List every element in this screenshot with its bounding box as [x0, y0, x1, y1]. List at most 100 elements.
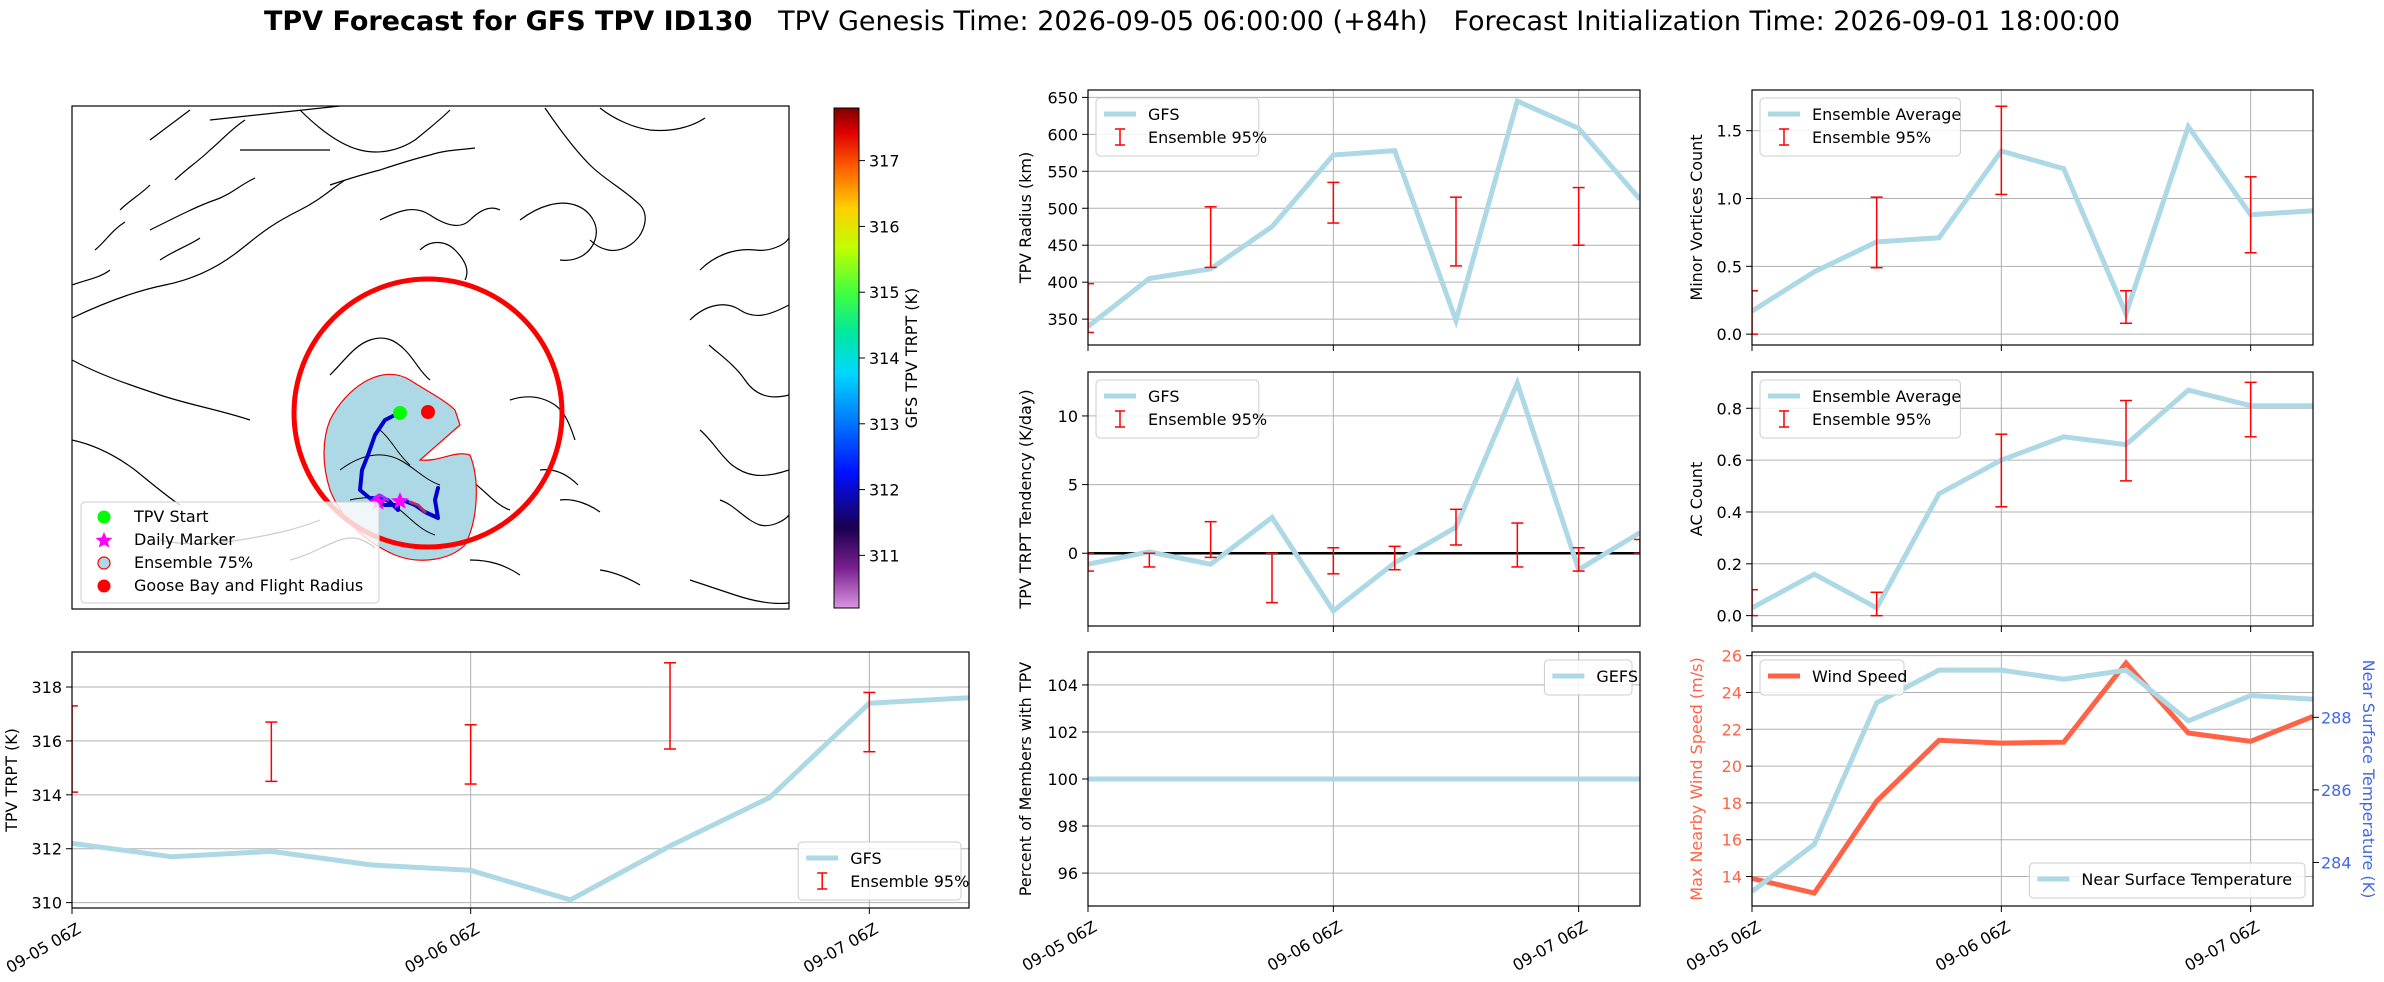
ensemble-errorbar	[1388, 545, 1401, 571]
flight-radius-circle	[291, 276, 565, 550]
colorbar-tick-label: 312	[869, 481, 900, 500]
title-init: Forecast Initialization Time: 2026-09-01…	[1453, 6, 2121, 37]
y-tick-label: 0.0	[1717, 325, 1742, 344]
legend-label: Ensemble 95%	[850, 872, 969, 891]
y-tick-label: 0.5	[1717, 257, 1742, 276]
plot-area	[1752, 381, 2313, 617]
y-tick-label: 550	[1047, 162, 1078, 181]
legend-box	[797, 841, 962, 901]
legend-label: Ensemble 95%	[1148, 128, 1267, 147]
ensemble-errorbar	[1204, 520, 1217, 559]
y-tick-label: 600	[1047, 125, 1078, 144]
legend-label: GFS	[850, 849, 881, 868]
y-tick-label: 312	[31, 840, 62, 859]
ensemble-errorbar	[2120, 289, 2132, 325]
y-axis-label: Max Nearby Wind Speed (m/s)	[1687, 657, 1706, 900]
ensemble-errorbar	[1204, 206, 1217, 269]
ensemble-errorbar	[464, 724, 477, 785]
ensemble-errorbar	[2120, 399, 2132, 482]
ensemble-errorbar	[1870, 196, 1883, 269]
series-line-wind-speed	[1752, 659, 2313, 896]
y-tick-label: 318	[31, 678, 62, 697]
legend: GFS Ensemble 95%	[1095, 97, 1267, 157]
plot-area	[1752, 659, 2313, 896]
legend-box	[1759, 379, 1961, 439]
ensemble-errorbar	[1266, 552, 1278, 604]
legend-daily-marker-label: Daily Marker	[134, 530, 235, 549]
series-line-ensemble-average	[1752, 121, 2313, 321]
ensemble-errorbar	[1572, 546, 1585, 572]
chart-percent-members: 96 98 100 102 104 Percent of Members with TPV…	[1016, 651, 1641, 975]
y-tick-label: 16	[1722, 831, 1742, 850]
y-tick-label: 0	[1068, 544, 1078, 563]
series-line-gfs	[1088, 97, 1640, 329]
ensemble-errorbar	[1088, 552, 1094, 572]
series-line-ensemble-average	[1752, 387, 2313, 612]
legend-label: GFS	[1148, 387, 1179, 406]
legend-tpv-start-label: TPV Start	[133, 507, 209, 526]
ensemble-errorbar	[1088, 282, 1094, 334]
chart-minor-vortices: 0.0 0.5 1.0 1.5 Minor Vortices Count Ensemble…	[1687, 89, 2314, 351]
legend-box	[1095, 97, 1260, 157]
series-line-gfs	[72, 695, 969, 903]
plot-frame	[71, 651, 970, 909]
ensemble-errorbar	[265, 721, 278, 783]
x-tick-label: 09-07 06Z	[800, 919, 881, 977]
legend: Ensemble Average Ensemble 95%	[1759, 97, 1961, 157]
y-tick-label: 10	[1058, 407, 1078, 426]
y-axis-label: AC Count	[1687, 462, 1706, 536]
series-line-gfs	[1088, 375, 1640, 615]
ensemble-errorbar	[863, 691, 876, 753]
ensemble-errorbar	[1511, 522, 1524, 568]
y-tick-label: 350	[1047, 310, 1078, 329]
colorbar-gradient	[833, 107, 860, 609]
y-tick-label: 400	[1047, 273, 1078, 292]
legend-box	[1543, 659, 1633, 696]
y-tick-label: 0.2	[1717, 555, 1742, 574]
plot-frame	[1087, 371, 1641, 627]
plot-frame	[1751, 89, 2314, 346]
legend-label: GEFS	[1596, 667, 1638, 686]
legend-ensemble-75-icon	[97, 556, 111, 570]
plot-area	[1088, 375, 1640, 615]
ensemble-errorbar	[1143, 552, 1156, 568]
plot-area	[72, 662, 969, 903]
legend-label: Ensemble 95%	[1812, 128, 1931, 147]
legend: Ensemble Average Ensemble 95%	[1759, 379, 1961, 439]
y-tick-label: 314	[31, 786, 62, 805]
plot-frame	[1751, 371, 2314, 627]
legend-goose-bay-icon	[97, 579, 111, 593]
y-tick-label: 316	[31, 732, 62, 751]
legend: GFS Ensemble 95%	[797, 841, 969, 901]
ensemble-errorbar	[1634, 538, 1640, 554]
colorbar: 311 312 313 314 315 316 317 GFS TPV TRPT (K)	[833, 107, 921, 609]
y-tick-label: 0.4	[1717, 503, 1742, 522]
x-tick-label: 09-06 06Z	[401, 919, 482, 977]
y-axis-label: TPV Radius (km)	[1016, 152, 1035, 285]
legend-label: GFS	[1148, 105, 1179, 124]
y-axis-label: TPV TRPT Tendency (K/day)	[1016, 389, 1035, 609]
plot-frame	[1087, 89, 1641, 346]
y-tick-label: 102	[1047, 723, 1078, 742]
y-tick-label: 0.6	[1717, 451, 1742, 470]
y-tick-label: 26	[1722, 647, 1742, 666]
y-tick-label: 14	[1722, 868, 1742, 887]
x-tick-label: 09-06 06Z	[1932, 917, 2013, 975]
title-bold: TPV Forecast for GFS TPV ID130	[263, 6, 753, 37]
x-tick-label: 09-05 06Z	[3, 919, 84, 977]
ensemble-errorbar	[72, 705, 78, 793]
y-tick-label: 100	[1047, 770, 1078, 789]
ensemble-errorbar	[1752, 289, 1758, 335]
legend-box	[2028, 862, 2306, 899]
legend-daily-marker-icon	[95, 532, 113, 548]
y-tick-label: 1.0	[1717, 190, 1742, 209]
legend-label: Ensemble Average	[1812, 387, 1961, 406]
legend-ensemble-75-label: Ensemble 75%	[134, 553, 253, 572]
legend: Wind Speed	[1759, 659, 1907, 696]
y-tick-label: 0.0	[1717, 607, 1742, 626]
goose-bay-marker	[421, 405, 435, 419]
colorbar-tick-label: 316	[869, 217, 900, 236]
y2-tick-label: 286	[2321, 781, 2352, 800]
